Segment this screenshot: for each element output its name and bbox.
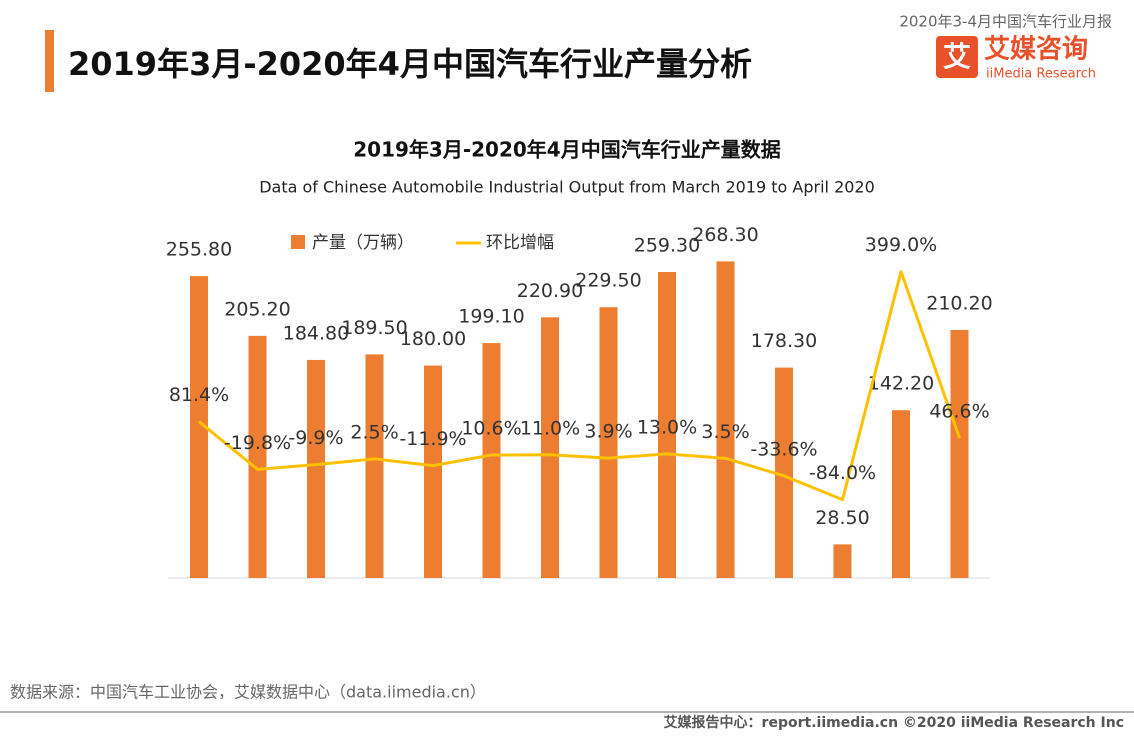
bar (365, 354, 384, 578)
line-value-label: -19.8% (224, 432, 291, 454)
bar (950, 329, 969, 578)
legend-label: 环比增幅 (486, 233, 554, 253)
bar-value-label: 220.90 (517, 280, 583, 302)
line-value-label: -9.9% (288, 427, 343, 449)
line-value-label: -11.9% (399, 428, 466, 450)
logo-en: iiMedia Research (986, 67, 1096, 82)
bar-value-label: 189.50 (341, 317, 407, 339)
logo-name: 艾媒咨询 (984, 34, 1088, 65)
legend-label: 产量（万辆） (312, 233, 414, 253)
bar-value-label: 268.30 (692, 224, 758, 246)
bar-value-label: 178.30 (751, 330, 817, 352)
legend-swatch (291, 235, 305, 249)
logo-mark: 艾 (943, 40, 971, 73)
bar-value-label: 142.20 (868, 373, 934, 395)
line-value-label: 46.6% (929, 401, 989, 423)
bar-value-label: 255.80 (166, 239, 232, 261)
report-name: 2020年3-4月中国汽车行业月报 (899, 13, 1112, 31)
bar (833, 544, 852, 578)
bar (716, 261, 735, 578)
chart-subtitle: Data of Chinese Automobile Industrial Ou… (259, 178, 875, 197)
bar-value-label: 180.00 (400, 328, 466, 350)
bar (599, 307, 618, 578)
bar (190, 276, 208, 578)
bar-value-label: 199.10 (458, 306, 524, 328)
line (198, 270, 961, 502)
bar (541, 317, 559, 578)
credit: 艾媒报告中心：report.iimedia.cn ©2020 iiMedia R… (664, 714, 1124, 731)
bar (307, 359, 325, 578)
bar-value-label: 259.30 (634, 235, 700, 257)
page-title: 2019年3月-2020年4月中国汽车行业产量分析 (68, 45, 752, 83)
bar (892, 410, 910, 578)
title-accent (45, 30, 54, 92)
bar (424, 365, 442, 578)
bar (482, 343, 501, 578)
logo-box (936, 36, 978, 78)
bar (248, 335, 267, 578)
line-value-label: 13.0% (637, 416, 697, 438)
bar-value-label: 184.80 (283, 322, 349, 344)
line-value-label: -33.6% (750, 438, 817, 460)
bar-value-label: 205.20 (224, 298, 290, 320)
line-value-label: 399.0% (865, 234, 937, 256)
bar (775, 367, 793, 578)
line-value-label: 11.0% (520, 417, 580, 439)
chart-title: 2019年3月-2020年4月中国汽车行业产量数据 (353, 138, 780, 162)
line-value-label: 2.5% (350, 421, 398, 443)
source: 数据来源：中国汽车工业协会，艾媒数据中心（data.iimedia.cn） (10, 683, 486, 702)
line-value-label: 3.9% (584, 421, 632, 443)
bar-value-label: 229.50 (575, 270, 641, 292)
bar-value-label: 210.20 (926, 292, 992, 314)
line-value-label: -84.0% (809, 462, 876, 484)
bar-value-label: 28.50 (815, 507, 869, 529)
bar (658, 272, 676, 578)
line-value-label: 81.4% (169, 384, 229, 406)
line-value-label: 3.5% (701, 421, 749, 443)
line-value-label: 10.6% (461, 417, 521, 439)
